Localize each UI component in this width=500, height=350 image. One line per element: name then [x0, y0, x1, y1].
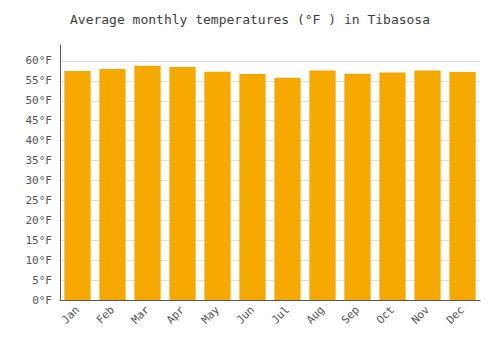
- svg-text:35°F: 35°F: [26, 154, 53, 167]
- svg-text:Dec: Dec: [444, 303, 467, 326]
- svg-text:50°F: 50°F: [26, 94, 53, 107]
- svg-text:15°F: 15°F: [26, 234, 53, 247]
- svg-text:Feb: Feb: [94, 303, 117, 326]
- svg-text:40°F: 40°F: [26, 134, 53, 147]
- svg-text:20°F: 20°F: [26, 214, 53, 227]
- svg-text:Jun: Jun: [234, 303, 257, 326]
- svg-text:Sep: Sep: [339, 303, 362, 326]
- svg-text:10°F: 10°F: [26, 254, 53, 267]
- svg-text:5°F: 5°F: [32, 274, 52, 287]
- svg-text:Oct: Oct: [374, 303, 397, 326]
- svg-text:Jul: Jul: [269, 303, 292, 326]
- svg-text:Aug: Aug: [304, 303, 327, 326]
- svg-text:60°F: 60°F: [26, 54, 53, 67]
- svg-text:Jan: Jan: [59, 303, 82, 326]
- svg-text:55°F: 55°F: [26, 74, 53, 87]
- svg-text:Nov: Nov: [409, 303, 432, 326]
- svg-text:0°F: 0°F: [32, 294, 52, 307]
- svg-text:Mar: Mar: [129, 303, 152, 326]
- svg-text:30°F: 30°F: [26, 174, 53, 187]
- svg-text:25°F: 25°F: [26, 194, 53, 207]
- svg-text:May: May: [199, 303, 222, 326]
- svg-text:Average monthly temperatures (: Average monthly temperatures (°F ) in Ti…: [70, 12, 430, 27]
- svg-text:Apr: Apr: [164, 303, 187, 326]
- svg-text:45°F: 45°F: [26, 114, 53, 127]
